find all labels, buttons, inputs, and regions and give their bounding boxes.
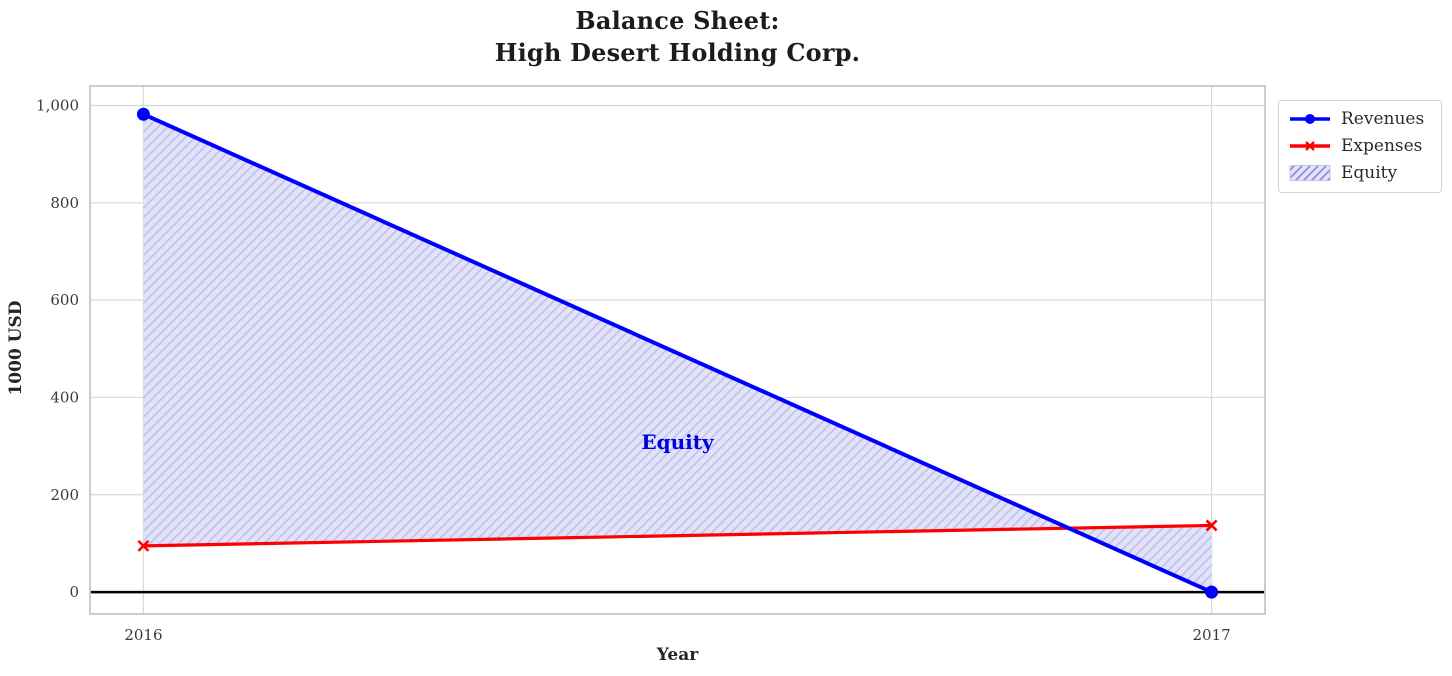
y-tick-label: 800 <box>50 194 79 212</box>
legend-equity-sample-icon <box>1289 165 1331 181</box>
legend-label-revenues: Revenues <box>1341 109 1425 129</box>
legend-label-equity: Equity <box>1341 163 1398 183</box>
y-tick-label: 600 <box>50 291 79 309</box>
equity-area-annotation: Equity <box>641 430 714 454</box>
revenues-marker <box>136 107 150 121</box>
revenues-line <box>142 112 1213 594</box>
legend: Revenues Expenses Equity <box>1278 100 1442 193</box>
x-tick-label: 2016 <box>124 626 162 644</box>
chart-title-line-1: Balance Sheet: <box>575 6 780 35</box>
legend-revenues-sample-icon <box>1290 114 1330 124</box>
expenses-line <box>143 523 1212 548</box>
y-tick-label: 1,000 <box>36 96 79 114</box>
expenses-marker <box>1205 519 1218 532</box>
legend-expenses-sample-icon <box>1290 141 1330 151</box>
chart-title-line-2: High Desert Holding Corp. <box>494 38 861 67</box>
y-tick-label: 0 <box>69 583 79 601</box>
y-axis-label: 1000 USD <box>6 300 26 396</box>
y-tick-label: 200 <box>50 486 79 504</box>
expenses-marker <box>137 539 150 552</box>
revenues-marker <box>1205 585 1219 599</box>
legend-label-expenses: Expenses <box>1341 136 1423 156</box>
x-tick-label: 2017 <box>1192 626 1230 644</box>
plot-border <box>89 85 1266 615</box>
chart-title: Balance Sheet: High Desert Holding Corp. <box>90 5 1265 69</box>
y-tick-label: 400 <box>50 388 79 406</box>
legend-row-expenses: Expenses <box>1288 136 1431 156</box>
legend-row-revenues: Revenues <box>1288 109 1431 129</box>
x-axis-label: Year <box>656 645 699 665</box>
legend-row-equity: Equity <box>1288 163 1431 183</box>
